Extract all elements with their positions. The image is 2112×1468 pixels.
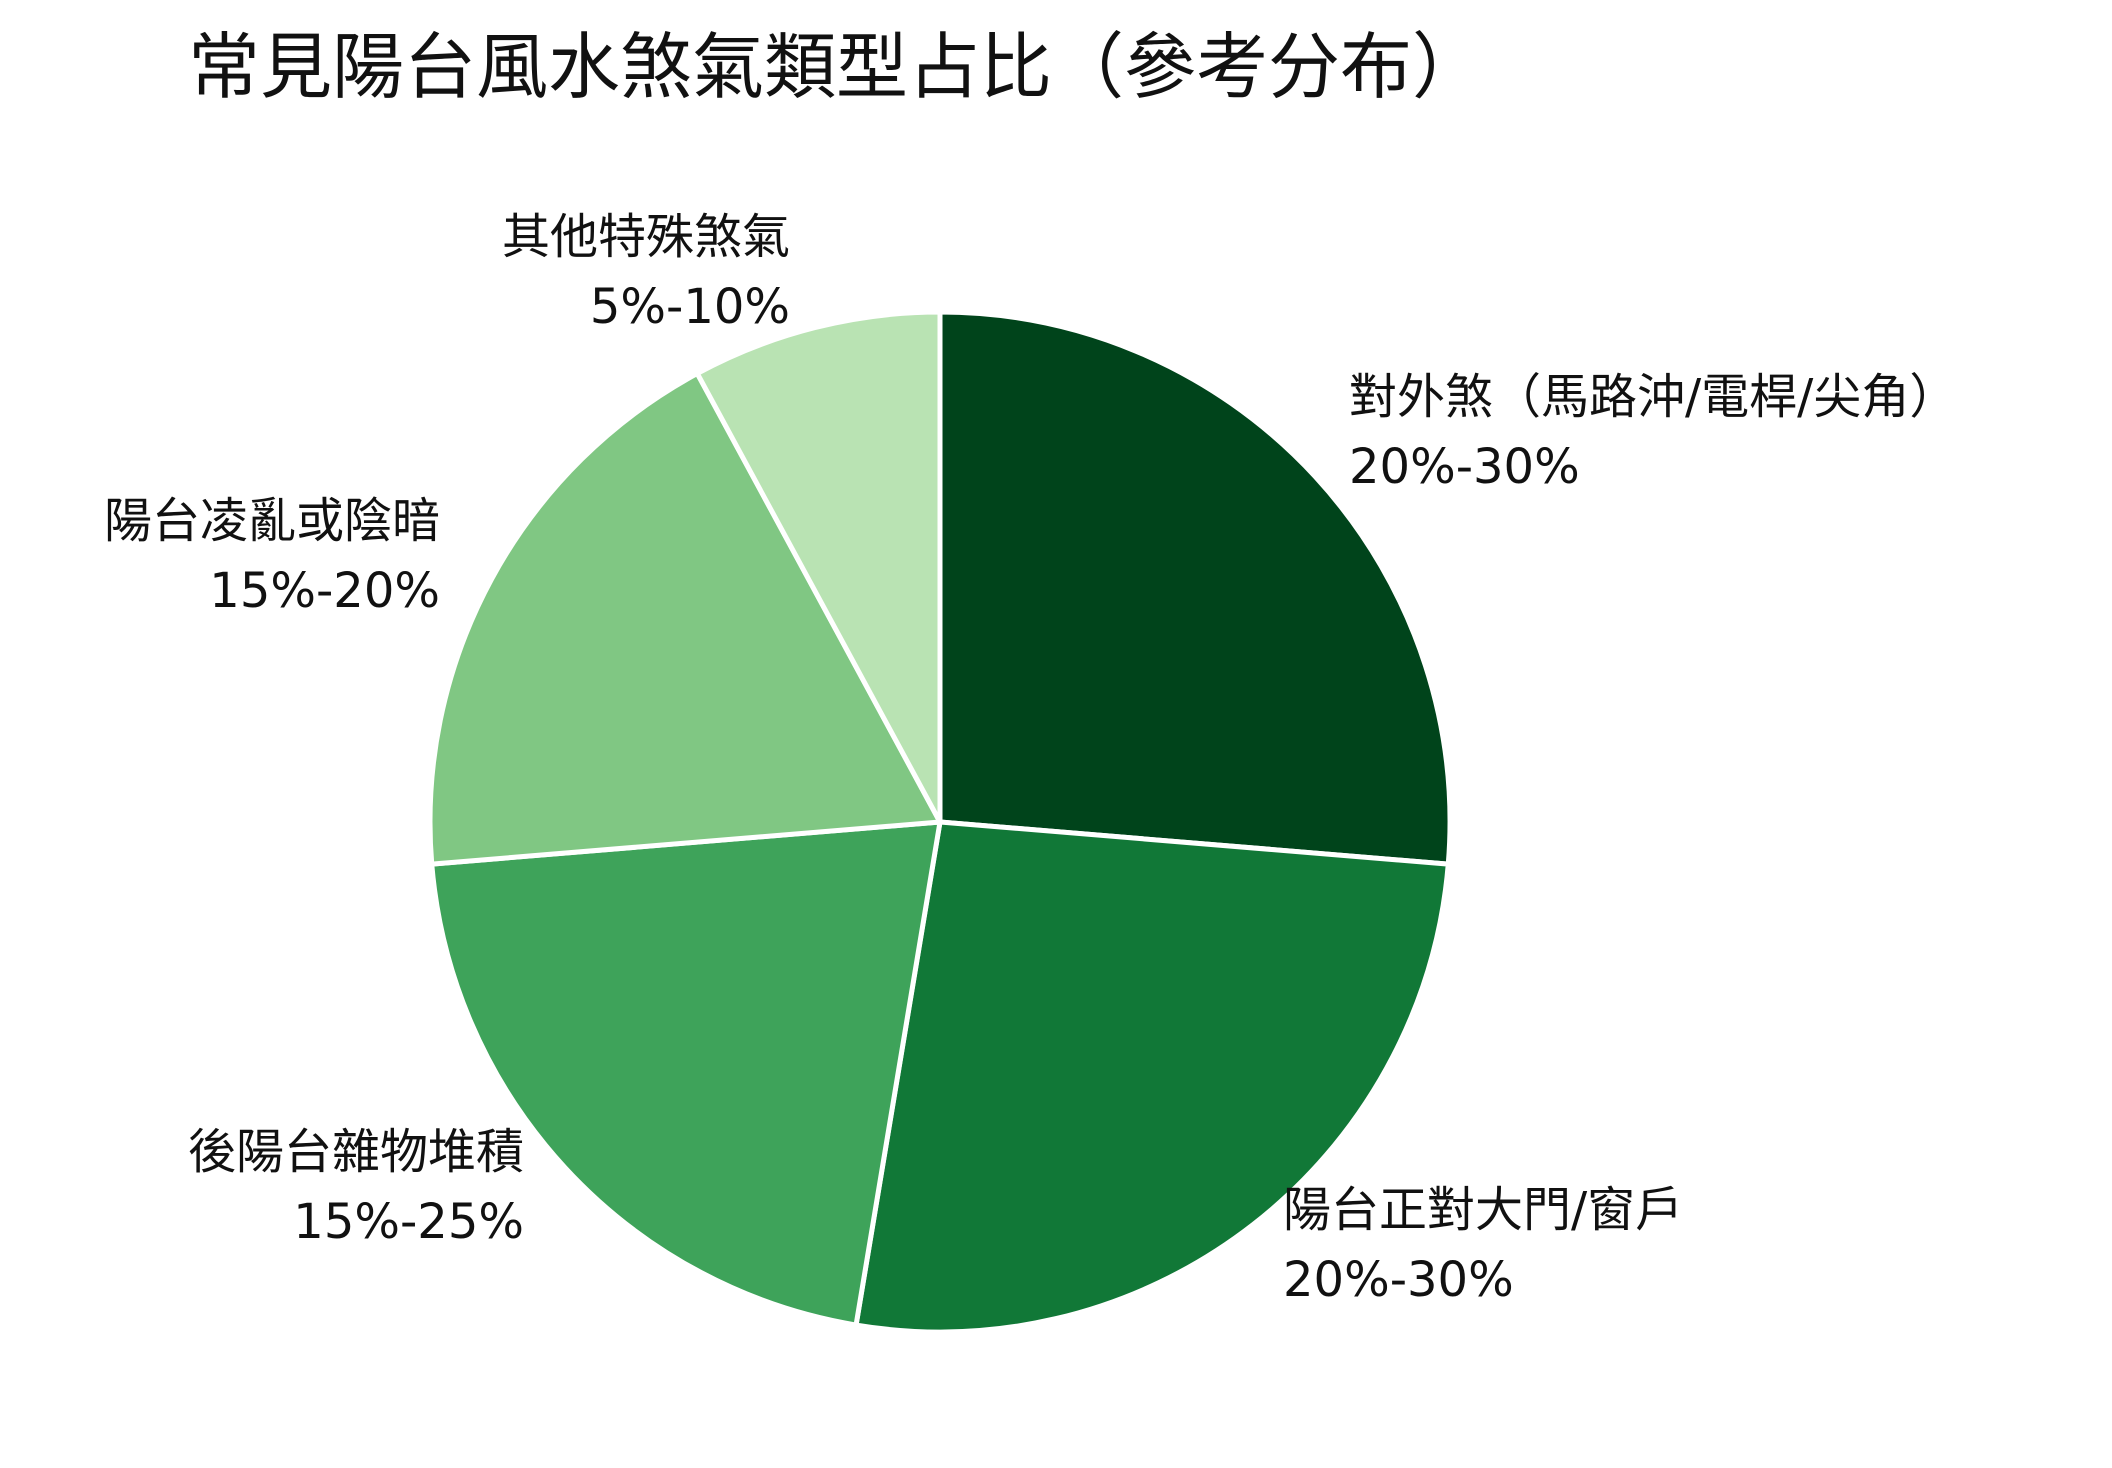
slice-range-label: 20%-30% (1283, 1252, 1514, 1308)
pie-slice-rear-clutter (429, 819, 943, 1328)
pie-slice-messy-dark (427, 370, 943, 867)
slice-label-other-special: 其他特殊煞氣 5%-10% (502, 202, 790, 342)
slice-label-facing-door-window: 陽台正對大門/窗戶 20%-30% (1283, 1175, 1683, 1315)
chart-title: 常見陽台風水煞氣類型占比（參考分布） (188, 25, 1485, 109)
slice-category-label: 陽台凌亂或陰暗 (103, 493, 440, 549)
slice-range-label: 5%-10% (589, 279, 790, 335)
pie-slice-other-special (694, 309, 943, 825)
slice-label-messy-dark: 陽台凌亂或陰暗 15%-20% (104, 486, 440, 626)
slice-range-label: 20%-30% (1349, 439, 1580, 495)
slice-category-label: 對外煞（馬路沖/電桿/尖角） (1349, 369, 1958, 425)
pie-slice-external-sha (937, 309, 1453, 867)
slice-category-label: 後陽台雜物堆積 (187, 1124, 524, 1180)
slice-range-label: 15%-20% (209, 563, 440, 619)
slice-category-label: 陽台正對大門/窗戶 (1283, 1182, 1684, 1238)
slice-category-label: 其他特殊煞氣 (501, 209, 790, 265)
slice-label-rear-clutter: 後陽台雜物堆積 15%-25% (188, 1117, 524, 1257)
slice-range-label: 15%-25% (293, 1194, 524, 1250)
slice-label-external-sha: 對外煞（馬路沖/電桿/尖角） 20%-30% (1349, 362, 1957, 502)
pie-slice-facing-door-window (853, 819, 1451, 1335)
